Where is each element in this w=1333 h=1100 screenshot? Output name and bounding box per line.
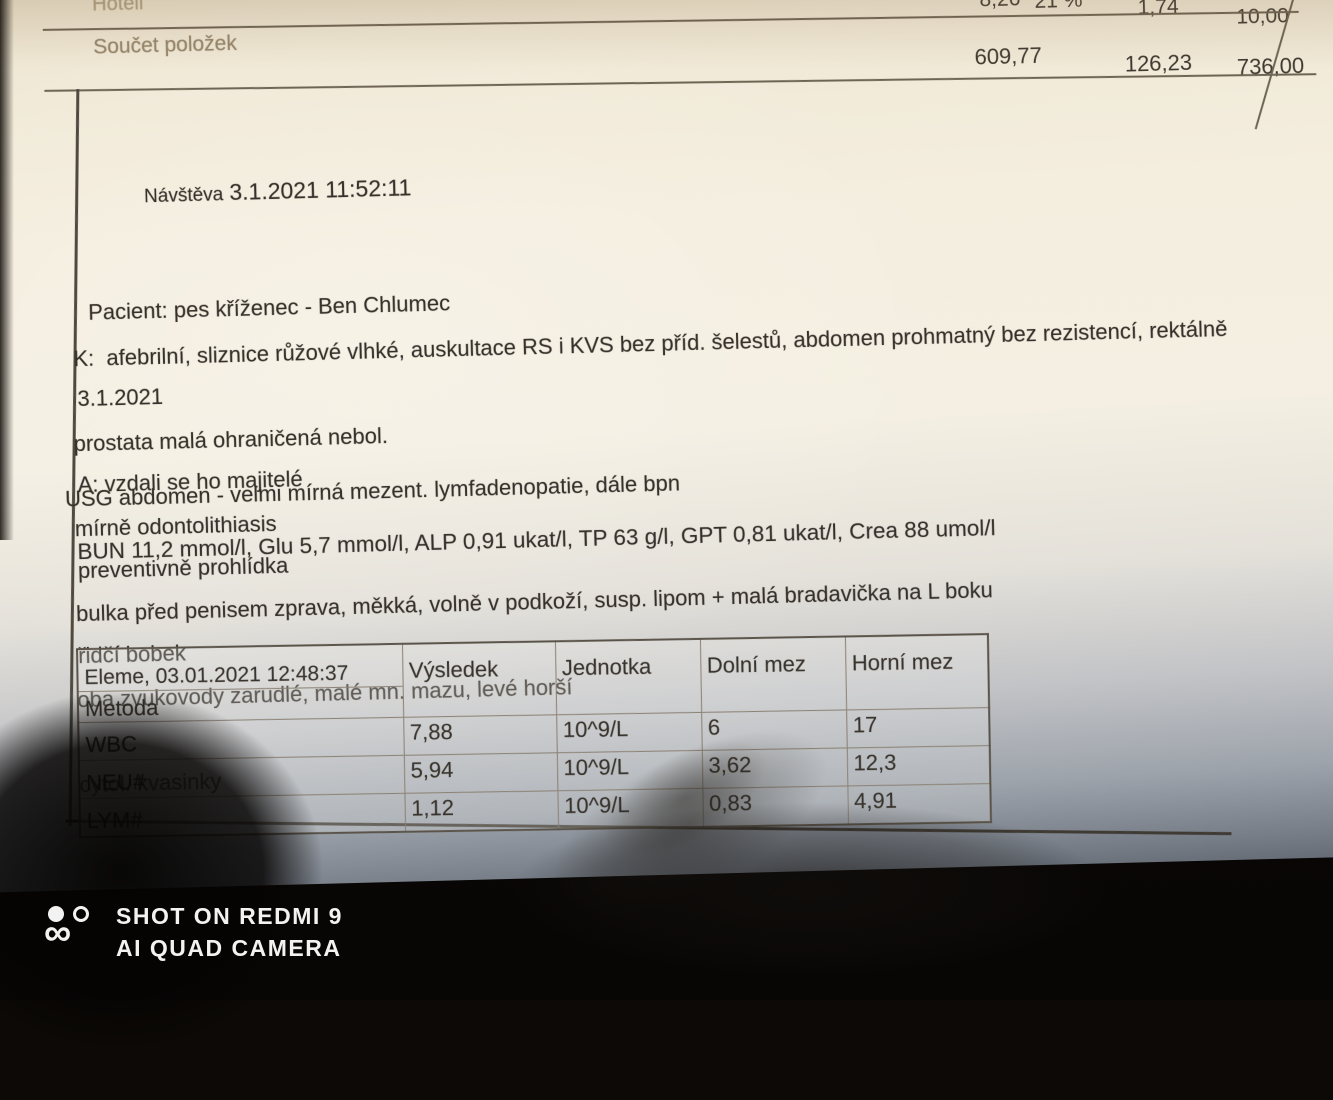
logo-ring-circle-icon xyxy=(73,906,89,922)
column-header-metoda: Metoda xyxy=(84,694,159,722)
result-cell: 5,94 xyxy=(403,752,558,794)
visit-datetime: 3.1.2021 11:52:11 xyxy=(228,174,412,205)
invoice-rule-bottom xyxy=(44,73,1317,92)
invoice-total-net: 609,77 xyxy=(974,42,1043,70)
column-header-vysledek: Výsledek xyxy=(401,641,557,718)
invoice-total-label: Součet položek xyxy=(92,31,238,59)
method-cell: NEU# xyxy=(78,755,405,799)
result-cell: 7,88 xyxy=(403,714,557,756)
low-cell: 6 xyxy=(701,709,847,751)
paper-sheet: Hotell 8,26 21 % 1,74 10,00 Součet polož… xyxy=(0,0,1333,894)
unit-cell: 10^9/L xyxy=(556,750,703,791)
camera-watermark: ∞ SHOT ON REDMI 9 AI QUAD CAMERA xyxy=(44,900,343,964)
invoice-cut-row-label: Hotell xyxy=(91,0,144,16)
low-cell: 0,83 xyxy=(702,785,849,827)
clinical-line: K: afebrilní, sliznice růžové vlhké, aus… xyxy=(73,315,1228,372)
unit-cell: 10^9/L xyxy=(556,712,702,753)
column-header-jednotka: Jednotka xyxy=(554,638,702,715)
high-cell: 12,3 xyxy=(846,745,991,786)
high-cell: 4,91 xyxy=(847,783,992,825)
watermark-line2: AI QUAD CAMERA xyxy=(116,935,342,961)
method-cell: WBC xyxy=(78,717,404,761)
method-cell: LYM# xyxy=(79,793,406,838)
hematology-caption-cell: Eleme, 03.01.2021 12:48:37 Metoda xyxy=(77,643,404,723)
logo-infinity-icon: ∞ xyxy=(44,912,72,954)
clinical-line: bulka před penisem zprava, měkká, volně … xyxy=(75,577,994,627)
hematology-table: Eleme, 03.01.2021 12:48:37 Metoda Výsled… xyxy=(75,633,993,839)
low-cell: 3,62 xyxy=(701,747,848,789)
column-header-dolni-mez: Dolní mez xyxy=(699,636,847,713)
visit-line: Návštěva 3.1.2021 11:52:11 xyxy=(94,144,448,242)
watermark-text: SHOT ON REDMI 9 AI QUAD CAMERA xyxy=(116,900,343,964)
result-cell: 1,12 xyxy=(404,790,559,832)
visit-label: Návštěva xyxy=(143,184,224,208)
invoice-total-gross: 736,00 xyxy=(1236,52,1305,80)
mi-camera-logo-icon: ∞ xyxy=(44,900,108,962)
column-header-horni-mez: Horní mez xyxy=(844,634,990,710)
watermark-line1: SHOT ON REDMI 9 xyxy=(116,903,343,929)
high-cell: 17 xyxy=(846,707,990,748)
clinical-line: prostata malá ohraničená nebol. xyxy=(73,423,389,457)
invoice-cut-value-4: 10,00 xyxy=(1236,4,1290,29)
unit-cell: 10^9/L xyxy=(557,788,704,830)
